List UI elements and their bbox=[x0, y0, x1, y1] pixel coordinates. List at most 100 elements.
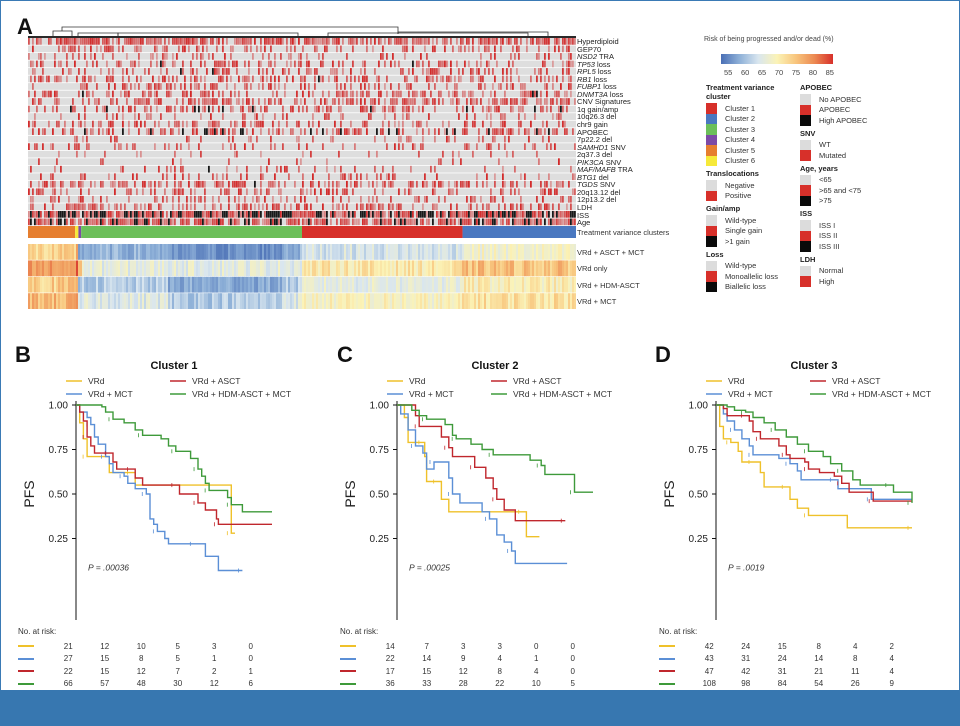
heatmap-cell bbox=[328, 75, 330, 83]
risk-cell bbox=[402, 276, 405, 293]
heatmap-cell bbox=[56, 75, 58, 83]
heatmap-cell bbox=[490, 120, 492, 128]
heatmap-cell bbox=[234, 210, 236, 218]
heatmap-cell bbox=[148, 180, 150, 188]
heatmap-cell bbox=[462, 68, 464, 75]
heatmap-cell bbox=[258, 60, 260, 68]
risk-cell bbox=[184, 276, 187, 293]
heatmap-cell bbox=[40, 218, 42, 226]
heatmap-cell bbox=[392, 90, 394, 98]
heatmap-cell bbox=[564, 210, 566, 218]
heatmap-cell bbox=[244, 120, 246, 128]
risk-cell bbox=[58, 276, 61, 293]
heatmap-cell bbox=[380, 128, 382, 135]
heatmap-cell bbox=[322, 75, 324, 83]
heatmap-cell bbox=[412, 38, 414, 45]
heatmap-cell bbox=[350, 173, 352, 181]
colorbar-tick: 55 bbox=[724, 68, 733, 77]
risk-count: 48 bbox=[136, 679, 146, 689]
heatmap-cell bbox=[64, 218, 66, 226]
heatmap-cell bbox=[36, 143, 38, 150]
heatmap-cell bbox=[238, 210, 240, 218]
heatmap-cell bbox=[312, 120, 314, 128]
risk-cell bbox=[390, 260, 393, 277]
heatmap-cell bbox=[196, 128, 198, 135]
heatmap-cell bbox=[496, 218, 498, 226]
heatmap-cell bbox=[542, 188, 544, 196]
heatmap-cell bbox=[300, 210, 302, 218]
heatmap-cell bbox=[562, 60, 564, 68]
risk-cell bbox=[136, 260, 139, 277]
heatmap-cell bbox=[166, 105, 168, 113]
heatmap-cell bbox=[212, 83, 214, 90]
heatmap-cell bbox=[134, 203, 136, 211]
heatmap-cell bbox=[464, 180, 466, 188]
risk-cell bbox=[472, 276, 475, 293]
risk-cell bbox=[570, 260, 573, 277]
risk-cell bbox=[108, 260, 111, 277]
risk-cell bbox=[494, 276, 497, 293]
legend-swatch bbox=[706, 103, 717, 114]
risk-cell bbox=[50, 244, 53, 260]
risk-cell bbox=[256, 244, 259, 260]
heatmap-cell bbox=[368, 150, 370, 158]
risk-cell bbox=[100, 260, 103, 277]
heatmap-cell bbox=[436, 203, 438, 211]
risk-cell bbox=[96, 260, 99, 277]
risk-cell bbox=[404, 276, 407, 293]
heatmap-cell bbox=[332, 188, 334, 196]
heatmap-cell bbox=[448, 135, 450, 143]
heatmap-cell bbox=[292, 38, 294, 45]
heatmap-cell bbox=[334, 68, 336, 75]
risk-cell bbox=[236, 244, 239, 260]
heatmap-cell bbox=[172, 195, 174, 203]
risk-cell bbox=[444, 260, 447, 277]
heatmap-cell bbox=[114, 83, 116, 90]
heatmap-cell bbox=[330, 210, 332, 218]
heatmap-cell bbox=[346, 128, 348, 135]
risk-row-line bbox=[659, 645, 675, 648]
heatmap-cell bbox=[84, 113, 86, 120]
risk-cell bbox=[216, 260, 219, 277]
heatmap-cell bbox=[98, 38, 100, 45]
heatmap-cell bbox=[350, 180, 352, 188]
heatmap-cell bbox=[452, 158, 454, 166]
heatmap-cell bbox=[538, 218, 540, 226]
risk-cell bbox=[90, 244, 93, 260]
heatmap-cell bbox=[66, 218, 68, 226]
heatmap-cell bbox=[128, 210, 130, 218]
heatmap-cell bbox=[38, 188, 40, 196]
risk-cell bbox=[104, 260, 107, 277]
heatmap-cell bbox=[208, 218, 210, 226]
heatmap-cell bbox=[338, 90, 340, 98]
risk-cell bbox=[352, 244, 355, 260]
heatmap-cell bbox=[300, 53, 302, 60]
heatmap-cell bbox=[486, 45, 488, 53]
heatmap-row bbox=[28, 53, 576, 60]
risk-cell bbox=[234, 260, 237, 277]
risk-cell bbox=[240, 260, 243, 277]
heatmap-cell bbox=[320, 98, 322, 105]
heatmap-row-label: ISS bbox=[577, 211, 633, 220]
heatmap-cell bbox=[384, 113, 386, 120]
heatmap-cell bbox=[568, 195, 570, 203]
heatmap-cell bbox=[294, 98, 296, 105]
heatmap-cell bbox=[342, 173, 344, 181]
heatmap-cell bbox=[162, 128, 164, 135]
heatmap-cell bbox=[302, 90, 304, 98]
heatmap-cell bbox=[166, 45, 168, 53]
heatmap-cell bbox=[546, 203, 548, 211]
heatmap-cell bbox=[408, 98, 410, 105]
heatmap-cell bbox=[28, 218, 30, 226]
heatmap-cell bbox=[454, 210, 456, 218]
heatmap-cell bbox=[256, 120, 258, 128]
heatmap-cell bbox=[530, 210, 532, 218]
heatmap-cell bbox=[190, 210, 192, 218]
heatmap-cell bbox=[200, 90, 202, 98]
heatmap-cell bbox=[220, 210, 222, 218]
risk-cell bbox=[446, 276, 449, 293]
risk-cell bbox=[90, 293, 93, 309]
risk-cell bbox=[394, 293, 397, 309]
risk-cell bbox=[376, 260, 379, 277]
risk-cell bbox=[114, 293, 117, 309]
